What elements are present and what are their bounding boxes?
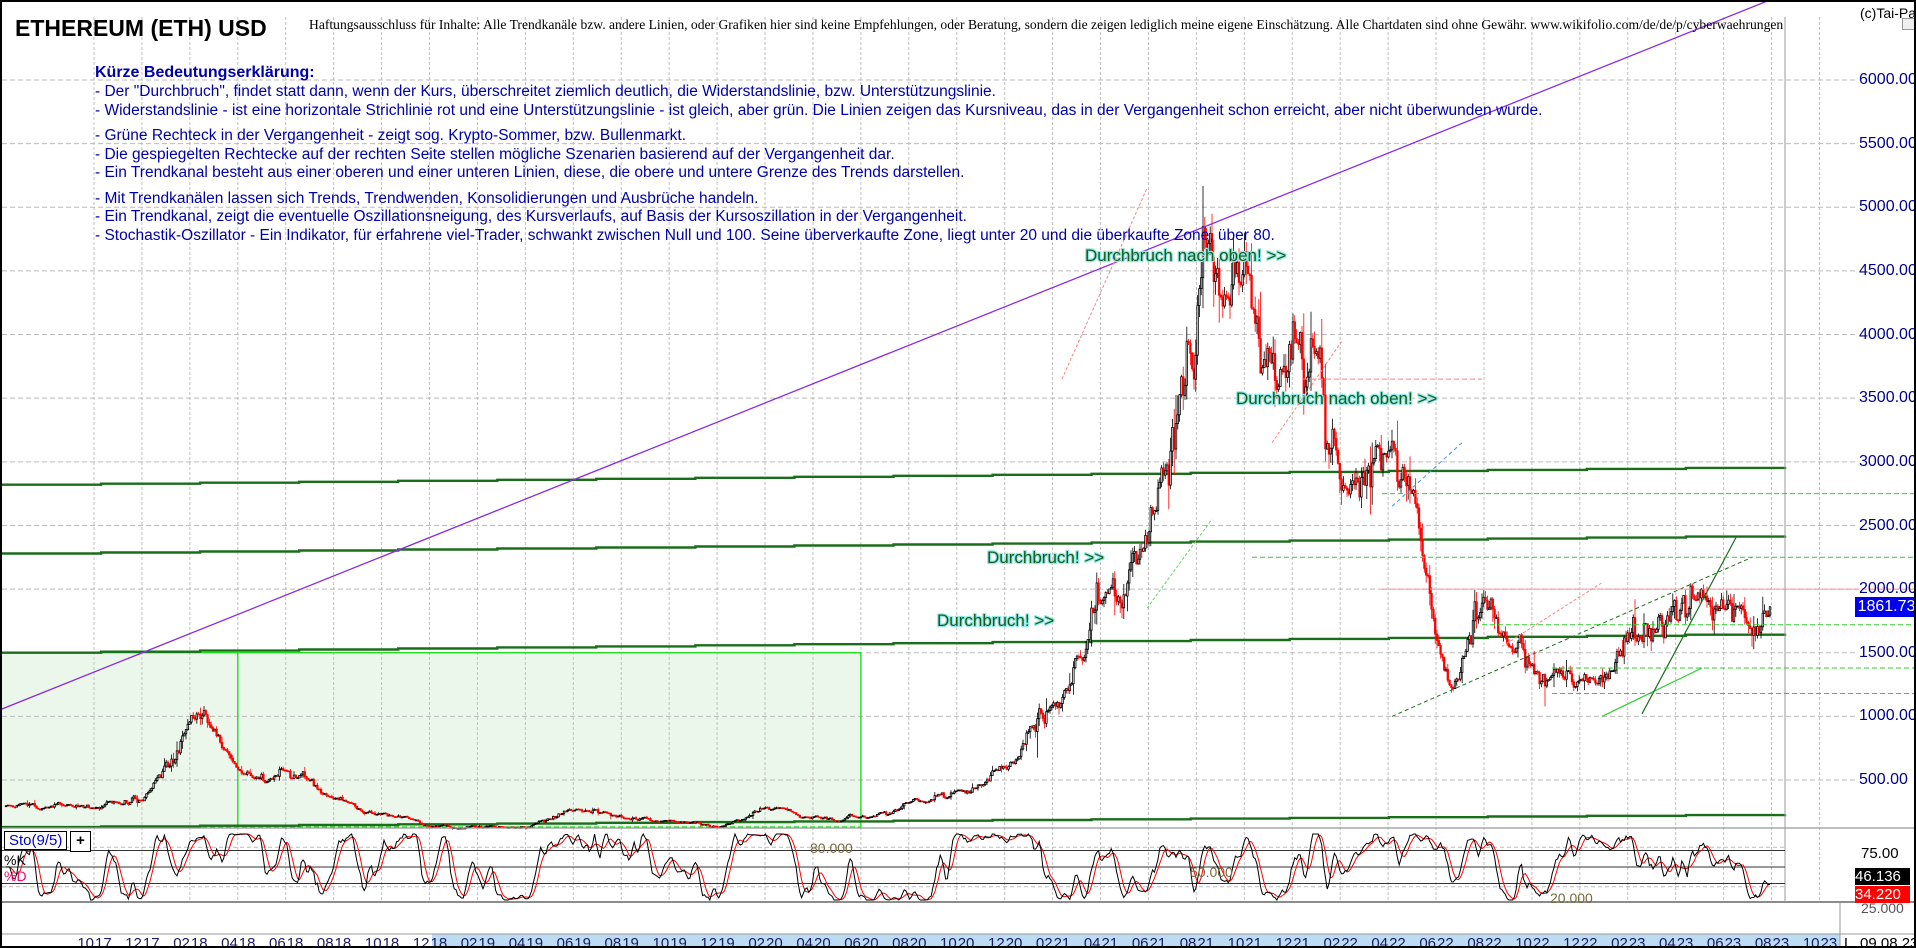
svg-text:Durchbruch! >>: Durchbruch! >> xyxy=(987,548,1104,567)
svg-text:Durchbruch nach oben! >>: Durchbruch nach oben! >> xyxy=(1085,246,1286,265)
svg-text:Durchbruch! >>: Durchbruch! >> xyxy=(937,611,1054,630)
svg-text:Durchbruch nach oben! >>: Durchbruch nach oben! >> xyxy=(1236,389,1437,408)
